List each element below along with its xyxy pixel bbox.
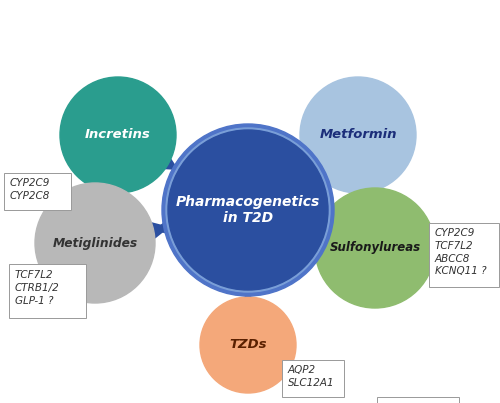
Text: Incretins: Incretins <box>85 129 151 141</box>
Text: TZDs: TZDs <box>229 339 267 351</box>
Circle shape <box>162 124 334 296</box>
Text: Sulfonylureas: Sulfonylureas <box>330 241 420 255</box>
Circle shape <box>166 128 330 292</box>
Text: CYP2C9
TCF7L2
ABCC8
KCNQ11 ?: CYP2C9 TCF7L2 ABCC8 KCNQ11 ? <box>435 228 486 276</box>
Circle shape <box>200 297 296 393</box>
FancyBboxPatch shape <box>282 360 344 397</box>
FancyBboxPatch shape <box>9 264 86 318</box>
Circle shape <box>168 130 328 290</box>
Text: CYP2C9
CYP2C8: CYP2C9 CYP2C8 <box>10 178 50 201</box>
Text: Metiglinides: Metiglinides <box>52 237 138 249</box>
FancyBboxPatch shape <box>4 173 71 210</box>
FancyBboxPatch shape <box>429 223 499 287</box>
Circle shape <box>60 77 176 193</box>
Text: TCF7L2
CTRB1/2
GLP-1 ?: TCF7L2 CTRB1/2 GLP-1 ? <box>15 270 60 305</box>
Text: Metformin: Metformin <box>320 129 397 141</box>
FancyBboxPatch shape <box>377 397 459 403</box>
Circle shape <box>315 188 435 308</box>
Text: Pharmacogenetics
in T2D: Pharmacogenetics in T2D <box>176 195 320 225</box>
Circle shape <box>300 77 416 193</box>
Circle shape <box>35 183 155 303</box>
Text: AQP2
SLC12A1: AQP2 SLC12A1 <box>288 365 335 388</box>
